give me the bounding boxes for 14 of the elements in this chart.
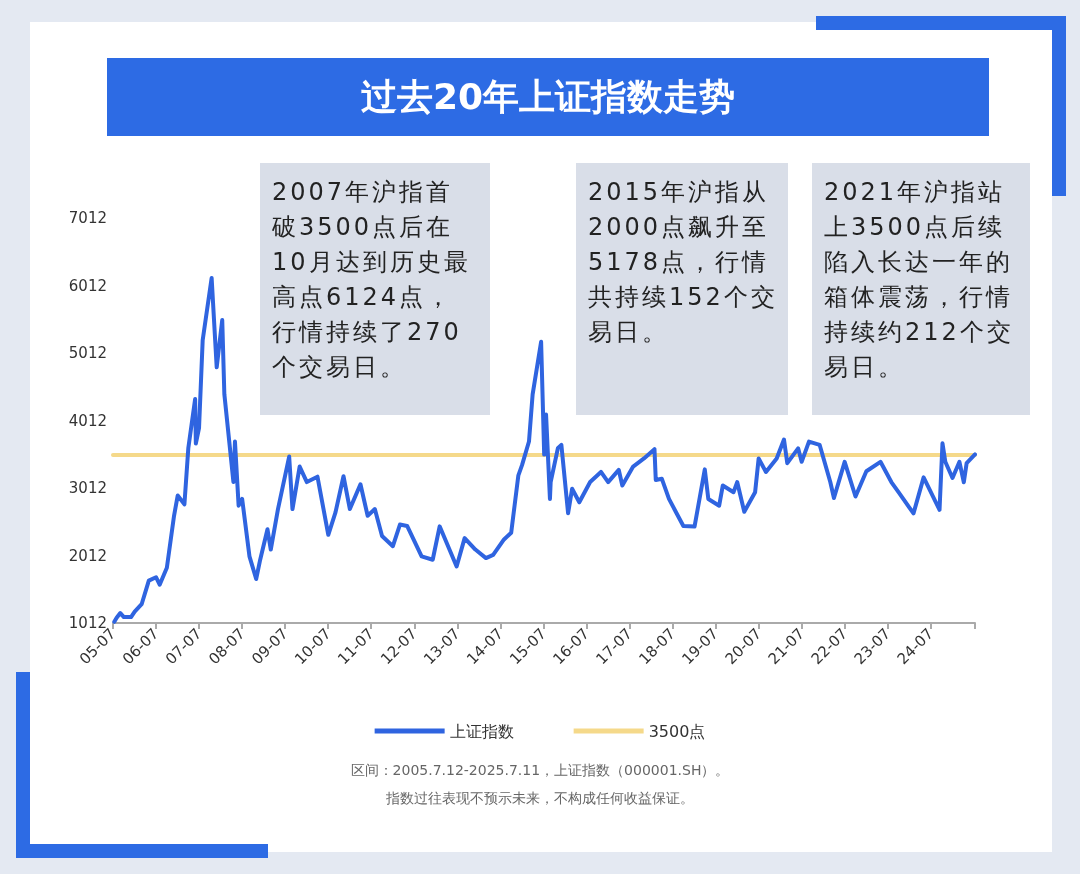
y-tick-label: 2012 (68, 546, 107, 565)
legend-label: 上证指数 (449, 721, 514, 741)
y-tick-label: 6012 (68, 276, 107, 295)
legend-label: 3500点 (648, 721, 706, 741)
y-tick-label: 5012 (68, 344, 107, 362)
text: 指数过往表现不预示未来，不构成任何收益保证。 (385, 790, 695, 808)
y-tick-label: 3012 (68, 479, 107, 497)
text: 区间：2005.7.12-2025.7.11，上证指数（000001.SH）。 (349, 762, 731, 780)
y-tick-label: 4012 (68, 411, 107, 430)
y-tick-label: 7012 (68, 209, 107, 227)
text-box: 2015年沪指从2000点飙升至5178点，行情共持续152个交易日。 (576, 163, 788, 415)
text-box: 2021年沪指站上3500点后续陷入长达一年的箱体震荡，行情持续约212个交易日。 (812, 163, 1030, 415)
chart-title: 过去20年上证指数走势 (107, 58, 989, 136)
text-box: 2007年沪指首破3500点后在10月达到历史最高点6124点，行情持续了270个交易日。 (260, 163, 490, 415)
